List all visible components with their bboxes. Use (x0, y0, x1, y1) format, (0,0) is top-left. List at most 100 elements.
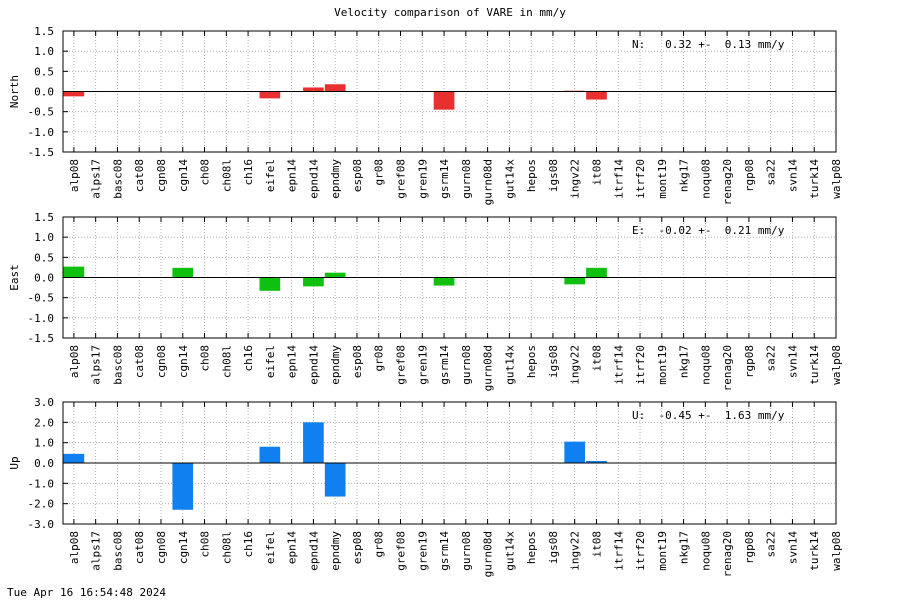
x-tick-label: itrf20 (634, 159, 647, 199)
x-tick-label: it08 (590, 159, 603, 186)
x-tick-label: gref08 (395, 531, 408, 571)
bar-eifel (259, 91, 281, 99)
x-tick-label: epndmy (329, 531, 342, 571)
x-tick-label: noqu08 (699, 531, 712, 571)
x-tick-label: epn14 (286, 159, 299, 192)
x-tick-label: walp08 (830, 159, 843, 199)
bar-it08 (586, 91, 607, 100)
x-tick-label: epn14 (286, 345, 299, 378)
x-tick-label: alp08 (68, 531, 81, 564)
bar-eifel (259, 446, 281, 463)
x-tick-label: epnd14 (307, 159, 320, 199)
bar-alp08 (63, 91, 85, 97)
x-tick-label: eifel (264, 531, 277, 564)
y-axis-label: North (8, 75, 21, 108)
x-tick-label: hepos (525, 531, 538, 564)
y-tick-label: 0.0 (34, 86, 54, 99)
y-tick-label: 0.0 (34, 272, 54, 285)
timestamp: Tue Apr 16 16:54:48 2024 (7, 586, 166, 599)
x-tick-label: gren19 (416, 345, 429, 385)
y-tick-label: -1.5 (28, 146, 55, 159)
x-tick-label: noqu08 (699, 345, 712, 385)
x-tick-label: eifel (264, 345, 277, 378)
bar-cgn14 (172, 463, 194, 510)
x-tick-label: igs08 (547, 345, 560, 378)
x-tick-label: gurn08 (460, 531, 473, 571)
x-tick-label: ingv22 (569, 159, 582, 199)
x-tick-label: sa22 (765, 345, 778, 372)
y-tick-label: -2.0 (28, 498, 55, 511)
x-tick-label: ch16 (242, 531, 255, 558)
x-tick-label: alps17 (90, 531, 103, 571)
y-tick-label: 1.0 (34, 231, 54, 244)
x-tick-label: ch08l (220, 345, 233, 378)
x-tick-label: hepos (525, 345, 538, 378)
x-tick-label: epndmy (329, 345, 342, 385)
x-tick-label: eifel (264, 159, 277, 192)
x-tick-label: esp08 (351, 159, 364, 192)
x-tick-label: esp08 (351, 345, 364, 378)
x-tick-label: cgn08 (155, 159, 168, 192)
bar-epnd14 (303, 422, 324, 463)
x-tick-label: alps17 (90, 159, 103, 199)
x-tick-label: mont19 (656, 531, 669, 571)
x-tick-label: basc08 (111, 159, 124, 199)
x-tick-label: ingv22 (569, 531, 582, 571)
bar-alp08 (63, 453, 85, 463)
x-tick-label: alp08 (68, 159, 81, 192)
x-tick-label: ch08l (220, 159, 233, 192)
x-tick-label: nkg17 (678, 531, 691, 564)
x-tick-label: gurn08 (460, 159, 473, 199)
y-tick-label: 0.5 (34, 251, 54, 264)
x-tick-label: walp08 (830, 531, 843, 571)
x-tick-label: cgn14 (177, 159, 190, 192)
x-tick-label: walp08 (830, 345, 843, 385)
x-tick-label: gsrm14 (438, 159, 451, 199)
x-tick-label: rgp08 (743, 345, 756, 378)
bar-it08 (586, 460, 607, 463)
bar-epnd14 (303, 277, 324, 287)
x-tick-label: epndmy (329, 159, 342, 199)
x-tick-label: it08 (590, 531, 603, 558)
y-tick-label: 1.5 (34, 211, 54, 224)
x-tick-label: turk14 (808, 531, 821, 571)
x-tick-label: itrf14 (612, 531, 625, 571)
x-tick-label: cgn08 (155, 345, 168, 378)
y-tick-label: -1.0 (28, 312, 55, 325)
y-tick-label: -1.0 (28, 477, 55, 490)
bar-epndmy (324, 272, 346, 278)
x-tick-label: nkg17 (678, 159, 691, 192)
x-tick-label: basc08 (111, 345, 124, 385)
x-tick-label: epnd14 (307, 345, 320, 385)
x-tick-label: noqu08 (699, 159, 712, 199)
x-tick-label: sa22 (765, 159, 778, 186)
x-tick-label: cgn14 (177, 345, 190, 378)
x-tick-label: ch16 (242, 345, 255, 372)
x-tick-label: renag20 (721, 531, 734, 577)
bar-eifel (259, 277, 281, 291)
x-tick-label: ch08l (220, 531, 233, 564)
x-tick-label: itrf14 (612, 159, 625, 199)
y-tick-label: 3.0 (34, 396, 54, 409)
x-tick-label: alps17 (90, 345, 103, 385)
plot-frame (62, 216, 837, 339)
x-tick-label: gr08 (373, 345, 386, 372)
x-tick-label: it08 (590, 345, 603, 372)
x-tick-label: igs08 (547, 159, 560, 192)
y-tick-label: 0.5 (34, 65, 54, 78)
x-tick-label: gren19 (416, 531, 429, 571)
y-tick-label: 1.0 (34, 437, 54, 450)
x-tick-label: gurn08d (482, 531, 495, 577)
y-tick-label: 2.0 (34, 416, 54, 429)
x-tick-label: ch08 (199, 345, 212, 372)
x-tick-label: gurn08d (482, 345, 495, 391)
bar-epndmy (324, 463, 346, 497)
x-tick-label: esp08 (351, 531, 364, 564)
x-tick-label: renag20 (721, 345, 734, 391)
x-tick-label: cgn14 (177, 531, 190, 564)
plot-frame (62, 401, 837, 525)
x-tick-label: itrf20 (634, 345, 647, 385)
x-tick-label: mont19 (656, 159, 669, 199)
x-tick-label: itrf14 (612, 345, 625, 385)
stat-label: N: 0.32 +- 0.13 mm/y (632, 38, 785, 51)
